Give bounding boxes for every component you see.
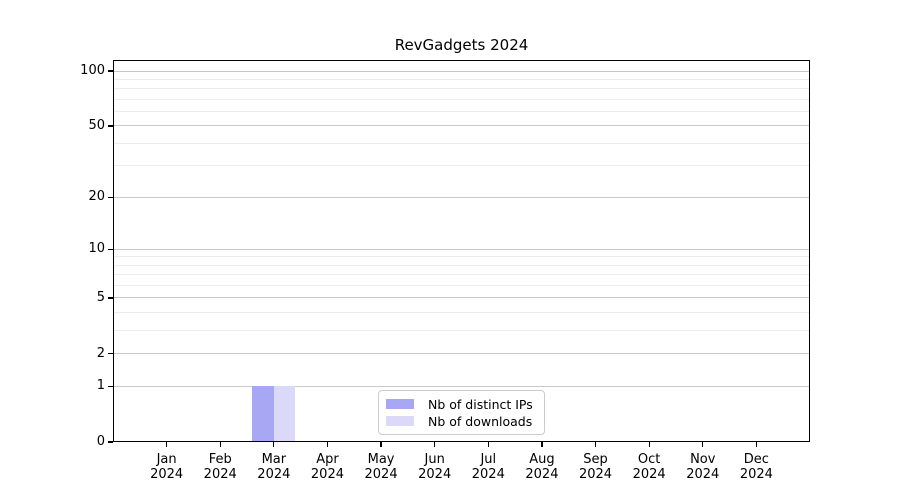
y-tick-mark (108, 353, 113, 355)
y-tick-label: 50 (88, 117, 105, 133)
legend-label-downloads: Nb of downloads (428, 413, 533, 429)
legend-label-distinct-ips: Nb of distinct IPs (428, 396, 533, 412)
x-tick-mark (594, 442, 597, 447)
gridline-major (113, 385, 810, 387)
x-tick-mark (755, 442, 758, 447)
x-tick-mark (380, 442, 382, 447)
legend: Nb of distinct IPs Nb of downloads (378, 390, 545, 435)
gridline-major (113, 248, 810, 250)
gridline-minor (113, 98, 810, 100)
gridline-major (113, 125, 810, 127)
y-tick-mark (108, 385, 113, 387)
x-tick-mark (648, 442, 650, 447)
y-tick-mark (108, 125, 113, 127)
y-tick-label: 2 (96, 345, 105, 361)
gridline-major (113, 353, 810, 355)
legend-swatch-downloads (386, 416, 414, 426)
gridline-major (113, 196, 810, 198)
x-tick-label: Mar 2024 (257, 452, 291, 482)
x-tick-label: Jun 2024 (418, 452, 452, 482)
y-tick-label: 10 (88, 241, 105, 257)
gridline-minor (113, 264, 810, 266)
x-tick-label: Feb 2024 (203, 452, 237, 482)
x-tick-mark (273, 442, 275, 447)
gridline-minor (113, 285, 810, 287)
bar-mar-series0 (252, 386, 274, 442)
x-tick-label: May 2024 (364, 452, 398, 482)
chart-title: RevGadgets 2024 (394, 36, 529, 54)
y-tick-mark (108, 248, 113, 250)
x-tick-mark (702, 442, 704, 447)
legend-item-downloads: Nb of downloads (379, 414, 544, 429)
x-tick-mark (165, 442, 168, 447)
x-tick-mark (326, 442, 329, 447)
y-tick-label: 5 (96, 289, 105, 305)
gridline-minor (113, 165, 810, 167)
y-tick-mark (108, 441, 113, 443)
gridline-minor (113, 330, 810, 332)
y-tick-mark (108, 297, 113, 299)
x-tick-mark (541, 442, 543, 447)
x-tick-label: Jan 2024 (150, 452, 184, 482)
x-tick-label: Jul 2024 (471, 452, 505, 482)
x-tick-label: Oct 2024 (632, 452, 666, 482)
x-tick-label: Apr 2024 (310, 452, 344, 482)
y-tick-label: 100 (80, 63, 105, 78)
x-tick-mark (487, 442, 489, 447)
gridline-minor (113, 88, 810, 90)
gridline-major (113, 297, 810, 299)
y-tick-label: 0 (96, 434, 105, 449)
y-tick-mark (108, 70, 113, 72)
y-tick-label: 20 (88, 189, 105, 205)
x-tick-mark (219, 442, 221, 447)
x-tick-label: Aug 2024 (525, 452, 559, 482)
gridline-minor (113, 111, 810, 113)
x-tick-label: Sep 2024 (578, 452, 613, 482)
gridline-minor (113, 78, 810, 80)
gridline-minor (113, 256, 810, 258)
gridline-minor (113, 274, 810, 276)
bar-mar-series1 (273, 386, 296, 442)
y-tick-label: 1 (96, 378, 105, 394)
gridline-minor (113, 312, 810, 314)
gridline-major (113, 70, 810, 72)
y-tick-mark (108, 196, 113, 198)
x-tick-mark (434, 442, 436, 447)
legend-item-distinct-ips: Nb of distinct IPs (379, 397, 544, 412)
x-tick-label: Dec 2024 (739, 452, 773, 482)
x-tick-label: Nov 2024 (686, 452, 720, 482)
legend-swatch-distinct-ips (386, 399, 414, 409)
gridline-minor (113, 142, 810, 144)
